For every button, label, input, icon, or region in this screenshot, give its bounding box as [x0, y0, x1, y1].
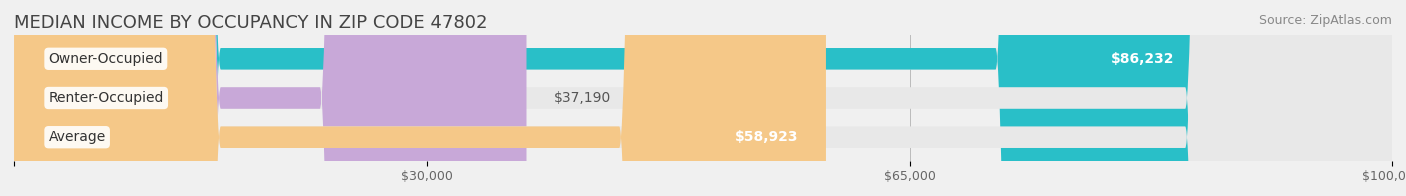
Text: Renter-Occupied: Renter-Occupied	[48, 91, 165, 105]
Text: Source: ZipAtlas.com: Source: ZipAtlas.com	[1258, 14, 1392, 27]
Text: MEDIAN INCOME BY OCCUPANCY IN ZIP CODE 47802: MEDIAN INCOME BY OCCUPANCY IN ZIP CODE 4…	[14, 14, 488, 32]
Text: $58,923: $58,923	[735, 130, 799, 144]
Text: Average: Average	[48, 130, 105, 144]
FancyBboxPatch shape	[14, 0, 1392, 196]
FancyBboxPatch shape	[14, 0, 526, 196]
Text: $86,232: $86,232	[1111, 52, 1174, 66]
FancyBboxPatch shape	[14, 0, 825, 196]
FancyBboxPatch shape	[14, 0, 1392, 196]
Text: Owner-Occupied: Owner-Occupied	[48, 52, 163, 66]
FancyBboxPatch shape	[14, 0, 1392, 196]
Text: $37,190: $37,190	[554, 91, 612, 105]
FancyBboxPatch shape	[14, 0, 1202, 196]
